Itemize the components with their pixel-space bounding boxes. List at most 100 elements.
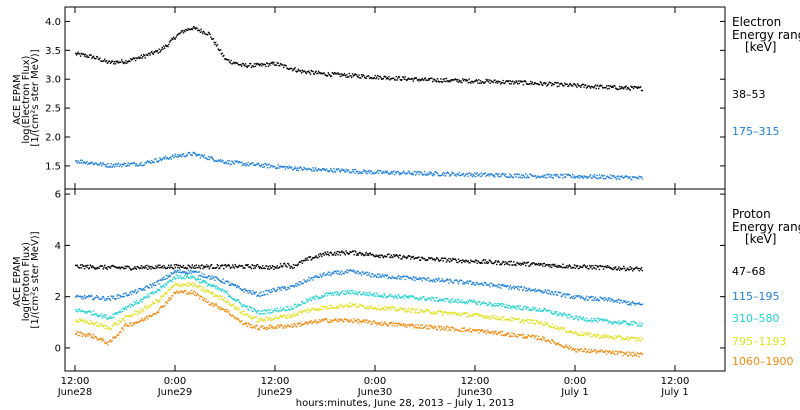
proton-series-4-point <box>287 324 289 326</box>
proton-series-2-point <box>262 310 264 312</box>
electron-series-1-point <box>202 155 204 157</box>
electron-series-0-point <box>297 68 299 71</box>
electron-series-0-point <box>327 72 329 74</box>
proton-series-1-point <box>320 275 322 277</box>
proton-series-1-point <box>487 284 490 286</box>
electron-series-0-point <box>357 76 359 78</box>
proton-series-3-point <box>324 306 326 308</box>
proton-series-0-point <box>428 257 430 259</box>
proton-series-3-point <box>421 309 423 311</box>
proton-series-0-point <box>243 266 245 269</box>
proton-series-1-point <box>120 296 122 298</box>
proton-series-3-point <box>636 339 639 342</box>
electron-series-0-point <box>191 28 193 31</box>
electron-series-0-point <box>547 84 549 86</box>
electron-series-0-point <box>240 63 242 66</box>
electron-series-1-point <box>160 159 163 162</box>
proton-series-4-point <box>105 342 107 345</box>
proton-series-4-point <box>263 326 265 329</box>
proton-series-4-point <box>571 349 573 351</box>
proton-series-0-point <box>640 267 643 269</box>
electron-series-1-point <box>589 174 592 176</box>
proton-series-0-point <box>464 261 466 263</box>
proton-series-2-point <box>392 295 394 297</box>
proton-series-4-point <box>587 351 589 353</box>
electron-series-1-point <box>101 163 104 165</box>
proton-series-0-point <box>254 267 257 269</box>
proton-series-3-point <box>181 284 184 286</box>
proton-series-4-point <box>453 330 456 332</box>
electron-series-0-point <box>285 65 287 67</box>
proton-series-4-point <box>347 320 349 322</box>
proton-series-2-point <box>377 295 380 298</box>
electron-series-0-point <box>318 72 321 74</box>
proton-series-0-point <box>225 266 227 268</box>
proton-series-4-point <box>573 349 576 351</box>
proton-series-1-point <box>109 298 111 300</box>
proton-series-1-point <box>252 290 254 292</box>
proton-series-2-point <box>270 312 273 314</box>
electron-series-1-point <box>313 169 315 171</box>
proton-series-3-point <box>415 308 418 310</box>
proton-series-1-point <box>640 303 643 306</box>
electron-series-0-point <box>130 59 133 61</box>
proton-series-0-point <box>551 266 553 269</box>
electron-series-0-point <box>226 59 228 61</box>
proton-series-4-point <box>580 348 582 350</box>
electron-series-1-point <box>333 167 335 170</box>
electron-series-0-point <box>478 79 480 81</box>
electron-series-0-point <box>586 86 588 88</box>
electron-series-1-point <box>504 173 507 175</box>
proton-series-0-point <box>215 266 218 269</box>
proton-series-0-point <box>491 262 494 264</box>
proton-series-3-point <box>383 309 385 311</box>
electron-series-0-point <box>281 64 283 66</box>
proton-series-0-point <box>622 267 624 270</box>
electron-series-0-point <box>261 65 263 67</box>
proton-series-0-point <box>198 266 201 268</box>
proton-series-3-point <box>485 317 487 319</box>
proton-series-0-point <box>606 265 609 267</box>
proton-series-3-point <box>268 317 270 319</box>
proton-series-3-point <box>552 326 554 328</box>
electron-series-0-point <box>97 58 100 60</box>
electron-series-0-point <box>210 36 212 38</box>
proton-series-0-point <box>184 267 186 269</box>
proton-series-3-point <box>489 315 491 317</box>
proton-series-4-point <box>611 352 614 354</box>
proton-series-2-point <box>641 322 644 325</box>
proton-series-3-point <box>205 291 207 293</box>
proton-series-0-point <box>594 264 597 267</box>
proton-series-2-point <box>213 284 215 286</box>
proton-series-1-point <box>533 288 535 291</box>
electron-series-0-point <box>520 81 522 83</box>
proton-series-2-point <box>539 310 542 312</box>
proton-series-4-point <box>337 320 339 323</box>
proton-series-0-point <box>167 266 169 268</box>
proton-series-3-point <box>145 305 147 307</box>
proton-series-3-point <box>164 292 167 294</box>
proton-series-0-point <box>277 267 279 269</box>
electron-series-0-point <box>236 62 238 64</box>
proton-series-2-point <box>534 307 537 309</box>
proton-series-1-point <box>641 303 644 305</box>
electron-series-1-point <box>306 169 308 171</box>
proton-series-2-point <box>530 309 533 312</box>
proton-series-0-point <box>309 255 312 258</box>
proton-series-0-point <box>374 256 376 258</box>
proton-series-4-point <box>397 322 399 325</box>
proton-series-0-point <box>100 265 102 267</box>
proton-series-1-point <box>330 273 333 275</box>
proton-series-0-point <box>447 260 449 262</box>
electron-series-0-point <box>602 87 604 89</box>
proton-series-1-point <box>432 278 435 281</box>
proton-series-0-point <box>400 258 402 260</box>
electron-series-0-point <box>532 83 534 85</box>
proton-series-0-point <box>621 268 623 270</box>
proton-series-1-point <box>315 275 317 277</box>
proton-series-2-point <box>258 310 260 312</box>
proton-series-4-point <box>224 308 227 311</box>
electron-series-0-point <box>499 81 501 83</box>
proton-series-1-point <box>534 290 536 293</box>
proton-series-4-point <box>398 323 400 326</box>
